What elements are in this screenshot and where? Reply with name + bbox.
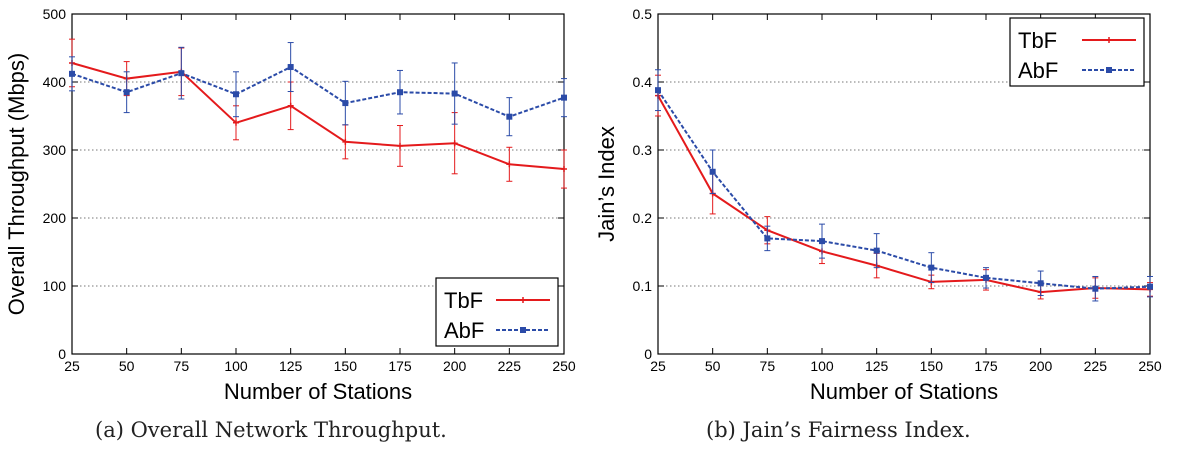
y-tick-label: 0.3 <box>633 142 653 158</box>
data-point <box>561 94 567 101</box>
y-tick-label: 0.4 <box>633 74 653 90</box>
x-axis-title: Number of Stations <box>810 379 998 404</box>
x-tick-label: 125 <box>865 358 889 374</box>
x-tick-label: 75 <box>760 358 776 374</box>
y-axis-title: Overall Throughput (Mbps) <box>4 53 29 316</box>
series-abf <box>655 69 1153 302</box>
data-point <box>69 70 75 77</box>
x-tick-label: 250 <box>552 358 576 374</box>
legend-label: TbF <box>444 288 483 313</box>
series-line <box>657 95 1151 294</box>
data-point <box>561 166 567 173</box>
x-tick-label: 50 <box>119 358 135 374</box>
y-tick-label: 0.5 <box>633 6 653 22</box>
x-tick-label: 250 <box>1138 358 1162 374</box>
data-point <box>233 91 239 98</box>
y-tick-label: 0 <box>644 346 652 362</box>
x-tick-label: 200 <box>443 358 467 374</box>
data-point <box>506 113 513 120</box>
data-point <box>873 247 880 254</box>
x-tick-label: 100 <box>810 358 834 374</box>
x-tick-label: 175 <box>388 358 412 374</box>
y-tick-label: 100 <box>43 278 67 294</box>
data-point <box>397 89 403 96</box>
x-tick-label: 150 <box>920 358 944 374</box>
y-tick-label: 0 <box>58 346 66 362</box>
series-line <box>71 65 565 118</box>
x-tick-label: 100 <box>224 358 248 374</box>
x-tick-label: 225 <box>498 358 522 374</box>
legend-marker <box>520 297 526 303</box>
data-point <box>928 264 935 271</box>
series-tbf <box>655 74 1153 300</box>
data-point <box>709 168 716 175</box>
y-tick-label: 500 <box>43 6 67 22</box>
series-abf <box>69 42 567 137</box>
y-tick-label: 200 <box>43 210 67 226</box>
data-point <box>655 87 661 94</box>
series-line <box>71 62 565 170</box>
x-tick-label: 225 <box>1084 358 1108 374</box>
x-tick-label: 175 <box>974 358 998 374</box>
data-point <box>506 161 513 168</box>
legend-box <box>1009 17 1145 87</box>
y-axis-title: Jain’s Index <box>594 126 619 242</box>
chart-b: 0 0.1 0.2 0.3 0.4 0.5 25 50 75 100 125 150 175 200 225… <box>594 6 1162 404</box>
plot-frame <box>657 13 1151 355</box>
series-line <box>657 89 1151 290</box>
y-tick-label: 0.2 <box>633 210 653 226</box>
caption-b: (b) Jain’s Fairness Index. <box>706 418 971 442</box>
x-axis-title: Number of Stations <box>224 379 412 404</box>
data-point <box>983 274 989 281</box>
x-tick-label: 25 <box>650 358 666 374</box>
chart-a: 0 100 200 300 400 500 25 50 75 100 125 150 175 200 225… <box>4 6 576 404</box>
y-tick-label: 0.1 <box>633 278 653 294</box>
legend-label: AbF <box>444 318 484 343</box>
data-point <box>178 70 185 77</box>
data-point <box>342 138 349 145</box>
x-tick-label: 150 <box>334 358 358 374</box>
caption-a: (a) Overall Network Throughput. <box>95 418 447 442</box>
data-point <box>451 140 458 147</box>
legend-box <box>435 277 559 347</box>
legend: TbF AbF <box>1009 17 1145 87</box>
x-tick-label: 25 <box>64 358 80 374</box>
x-tick-label: 75 <box>174 358 190 374</box>
x-tick-label: 50 <box>705 358 721 374</box>
data-point <box>819 238 825 245</box>
data-point <box>1092 285 1099 292</box>
y-tick-label: 400 <box>43 74 67 90</box>
legend-label: TbF <box>1018 28 1057 53</box>
legend-marker <box>1106 37 1112 43</box>
y-tick-label: 300 <box>43 142 67 158</box>
data-point <box>764 235 771 242</box>
data-point <box>233 119 239 126</box>
legend-marker <box>1106 67 1112 73</box>
data-point <box>287 102 294 109</box>
legend: TbF AbF <box>435 277 559 347</box>
series-tbf <box>69 38 567 189</box>
data-point <box>342 100 349 107</box>
data-point <box>397 142 403 149</box>
x-tick-label: 125 <box>279 358 303 374</box>
legend-label: AbF <box>1018 58 1058 83</box>
data-point <box>123 89 130 96</box>
data-point <box>451 90 458 97</box>
legend-marker <box>520 327 526 333</box>
x-tick-label: 200 <box>1029 358 1053 374</box>
data-point <box>287 64 294 71</box>
data-point <box>1037 280 1044 287</box>
data-point <box>1147 283 1153 290</box>
